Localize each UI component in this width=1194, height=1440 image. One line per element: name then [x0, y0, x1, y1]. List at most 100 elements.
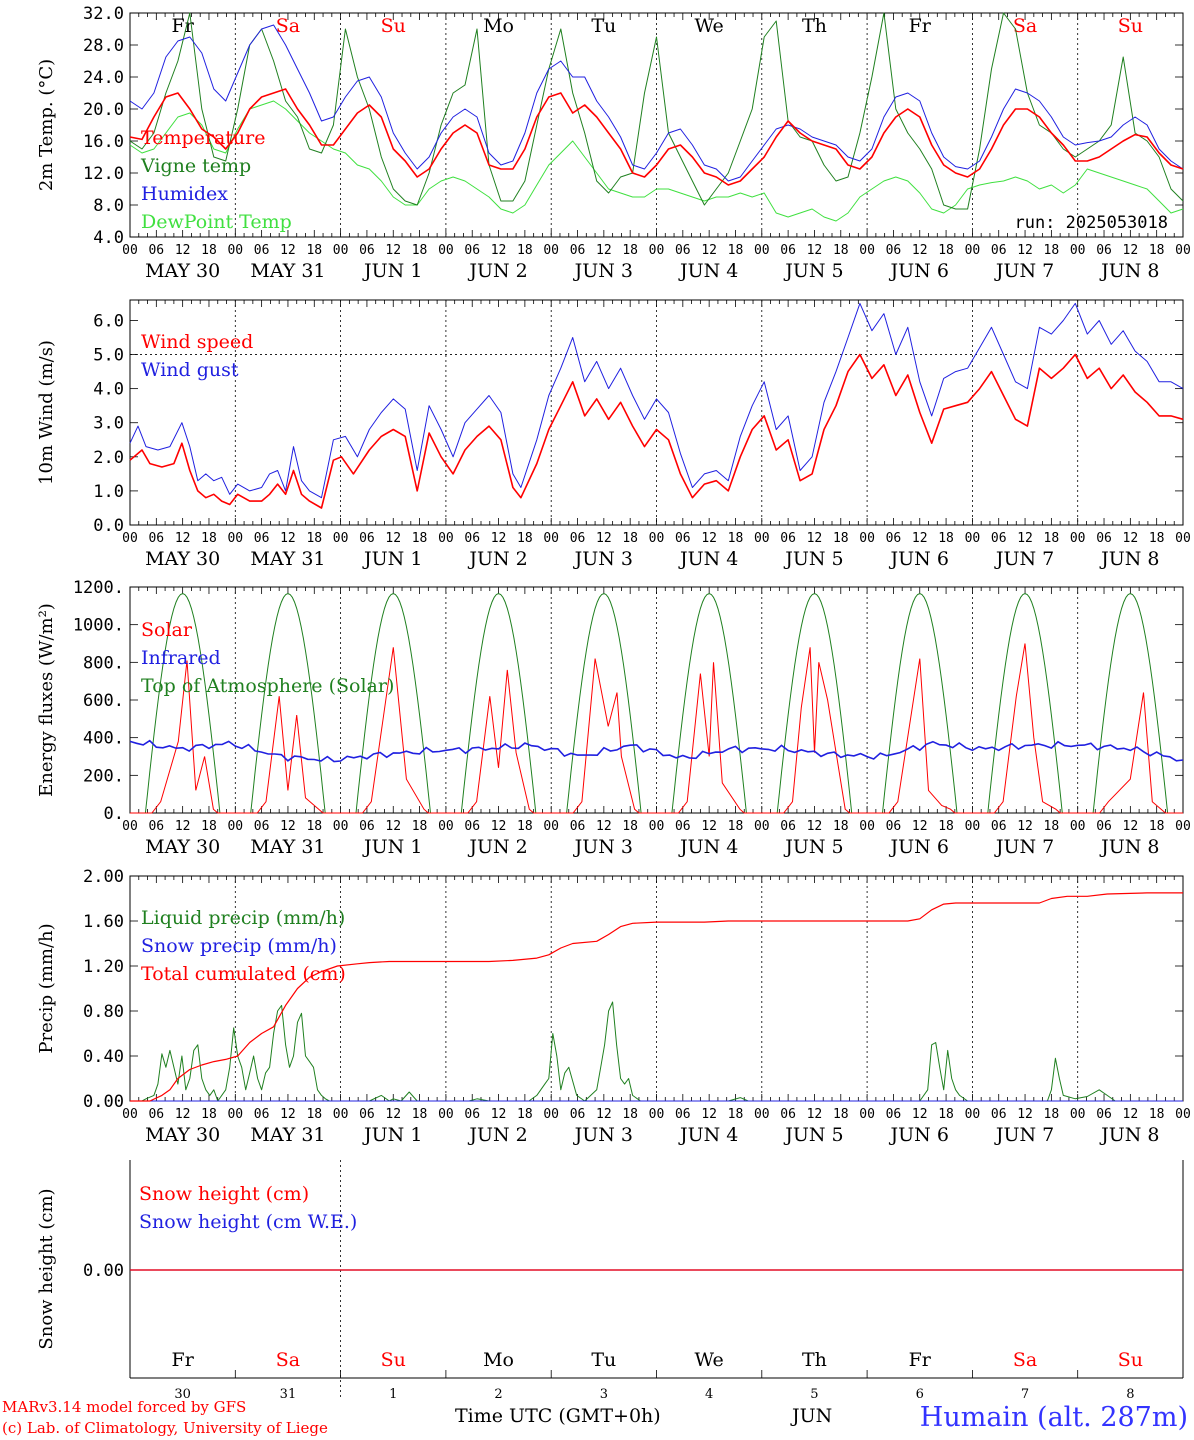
series-line-temperature	[129, 88, 1184, 186]
y-axis-title: Snow height (cm)	[36, 1188, 57, 1349]
hour-tick-label: 18	[1044, 531, 1060, 546]
hour-tick-label: 18	[306, 531, 322, 546]
hour-tick-label: 18	[412, 819, 428, 834]
date-label: JUN 5	[783, 836, 843, 858]
hour-tick-label: 12	[596, 531, 612, 546]
hour-tick-label: 00	[754, 819, 770, 834]
hour-tick-label: 18	[938, 819, 954, 834]
hour-tick-label: 12	[912, 1107, 928, 1122]
hour-tick-label: 12	[491, 1107, 507, 1122]
day-number-label: 7	[1021, 1387, 1029, 1402]
hour-tick-label: 18	[833, 819, 849, 834]
hour-tick-label: 12	[596, 243, 612, 258]
y-tick-label: 8.0	[93, 196, 124, 216]
hour-tick-label: 00	[122, 819, 138, 834]
panel-5: 0.00 Snow height (cm) Snow height (cm) Snow…	[36, 1160, 1184, 1402]
y-tick-label: 2.0	[93, 448, 124, 468]
date-label: JUN 8	[1099, 548, 1159, 570]
hour-tick-label: 06	[148, 1107, 164, 1122]
hour-tick-label: 06	[570, 531, 586, 546]
model-credit: MARv3.14 model forced by GFS	[2, 1398, 247, 1416]
hour-tick-label: 00	[859, 1107, 875, 1122]
date-label: JUN 1	[362, 260, 422, 282]
date-label: MAY 30	[145, 836, 220, 858]
weekday-label: Sa	[1013, 1349, 1037, 1371]
panel-2: 00 06 12 18 00 06 12 18 00 06 12 18 00 06 12 18 00 06 12 18…	[36, 299, 1191, 570]
day-number-label: 3	[600, 1387, 608, 1402]
date-label: MAY 30	[145, 548, 220, 570]
hour-tick-label: 06	[780, 531, 796, 546]
hour-tick-label: 12	[385, 819, 401, 834]
hour-tick-label: 12	[807, 1107, 823, 1122]
legend-snow-height-cm-w-e-: Snow height (cm W.E.)	[139, 1211, 357, 1233]
day-number-label: 31	[280, 1387, 297, 1402]
hour-tick-label: 12	[1123, 1107, 1139, 1122]
hour-tick-label: 12	[175, 531, 191, 546]
hour-tick-label: 12	[280, 819, 296, 834]
y-tick-label: 400.	[83, 729, 124, 749]
hour-tick-label: 18	[833, 531, 849, 546]
panel-4: 00 06 12 18 00 06 12 18 00 06 12 18 00 06 12 18 00 06 12 18…	[36, 867, 1191, 1146]
hour-tick-label: 18	[833, 243, 849, 258]
hour-tick-label: 12	[701, 243, 717, 258]
hour-tick-label: 06	[254, 531, 270, 546]
hour-tick-label: 00	[227, 531, 243, 546]
weekday-label: We	[695, 1349, 724, 1371]
hour-tick-label: 00	[649, 531, 665, 546]
hour-tick-label: 06	[570, 1107, 586, 1122]
weekday-label: Fr	[172, 15, 195, 37]
y-tick-label: 16.0	[83, 132, 124, 152]
hour-tick-label: 00	[859, 243, 875, 258]
y-tick-label: 12.0	[83, 164, 124, 184]
date-label: JUN 5	[783, 548, 843, 570]
hour-tick-label: 18	[622, 531, 638, 546]
hour-tick-label: 00	[649, 1107, 665, 1122]
weekday-label: Su	[381, 1349, 406, 1371]
y-axis-title: Energy fluxes (W/m²)	[36, 603, 57, 797]
hour-tick-label: 06	[148, 243, 164, 258]
y-axis-title: Precip (mm/h)	[36, 923, 57, 1053]
hour-tick-label: 18	[1044, 819, 1060, 834]
y-tick-label: 800.	[83, 653, 124, 673]
hour-tick-label: 12	[807, 243, 823, 258]
date-label: JUN 6	[889, 260, 949, 282]
date-label: JUN 2	[467, 260, 527, 282]
hour-tick-label: 18	[622, 819, 638, 834]
hour-tick-label: 18	[201, 1107, 217, 1122]
hour-tick-label: 18	[517, 819, 533, 834]
hour-tick-label: 06	[886, 243, 902, 258]
weekday-label: Sa	[276, 1349, 300, 1371]
y-tick-label: 6.0	[93, 311, 124, 331]
hour-tick-label: 00	[227, 243, 243, 258]
hour-tick-label: 06	[780, 243, 796, 258]
hour-tick-label: 12	[385, 531, 401, 546]
hour-tick-label: 06	[675, 1107, 691, 1122]
date-label: JUN 6	[889, 1124, 949, 1146]
hour-tick-label: 00	[122, 1107, 138, 1122]
day-number-label: 6	[916, 1387, 924, 1402]
hour-tick-label: 18	[833, 1107, 849, 1122]
hour-tick-label: 00	[1175, 531, 1191, 546]
date-label: JUN 7	[994, 836, 1054, 858]
panel-3: 00 06 12 18 00 06 12 18 00 06 12 18 00 06 12 18 00 06 12 18…	[36, 578, 1191, 858]
day-number-label: 1	[389, 1387, 397, 1402]
hour-tick-label: 18	[412, 1107, 428, 1122]
y-tick-label: 0.40	[83, 1047, 124, 1067]
y-tick-label: 0.	[104, 804, 124, 824]
hour-tick-label: 00	[1175, 1107, 1191, 1122]
hour-tick-label: 06	[1096, 1107, 1112, 1122]
hour-tick-label: 18	[938, 1107, 954, 1122]
date-label: JUN 2	[467, 1124, 527, 1146]
weekday-label: Sa	[276, 15, 300, 37]
weekday-label: Tu	[591, 1349, 616, 1371]
hour-tick-label: 00	[649, 243, 665, 258]
hour-tick-label: 18	[1044, 243, 1060, 258]
legend-snow-precip-mm-h-: Snow precip (mm/h)	[141, 935, 337, 957]
y-tick-label: 24.0	[83, 68, 124, 88]
hour-tick-label: 18	[412, 531, 428, 546]
hour-tick-label: 06	[359, 1107, 375, 1122]
date-label: JUN 6	[889, 836, 949, 858]
hour-tick-label: 18	[201, 819, 217, 834]
hour-tick-label: 06	[780, 819, 796, 834]
hour-tick-label: 18	[728, 531, 744, 546]
